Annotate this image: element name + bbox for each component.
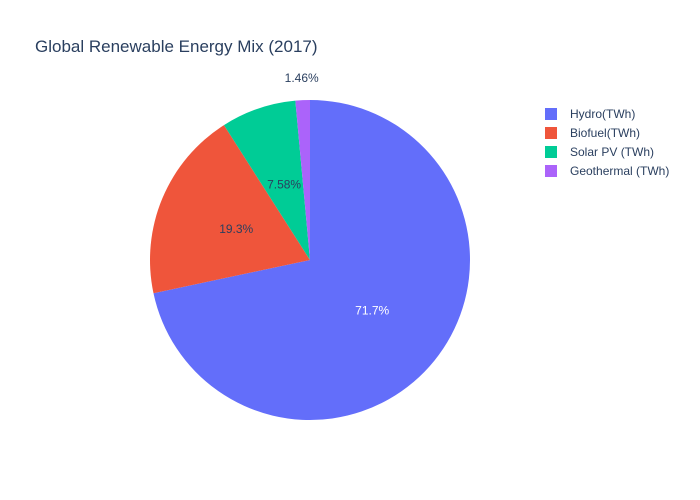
legend-label-biofuel-twh[interactable]: Biofuel(TWh) <box>570 126 640 140</box>
legend-swatch-hydro-twh[interactable] <box>545 108 557 120</box>
pie-slice-solar-pv-twh <box>223 100 310 260</box>
pie-slice-geothermal-twh <box>295 100 310 260</box>
pie-slice-label-solar-pv-twh: 7.58% <box>267 177 301 191</box>
pie-slice-biofuel-twh <box>150 125 310 294</box>
legend: Hydro(TWh) Biofuel(TWh) Solar PV (TWh) Geot… <box>545 107 669 178</box>
legend-swatch-biofuel-twh[interactable] <box>545 127 557 139</box>
pie-slice-label-hydro-twh: 71.7% <box>355 303 389 317</box>
pie-slice-label-geothermal-twh: 1.46% <box>285 71 319 85</box>
legend-label-geothermal-twh[interactable]: Geothermal (TWh) <box>570 164 669 178</box>
legend-swatch-solar-pv-twh[interactable] <box>545 146 557 158</box>
pie-slices <box>150 100 470 420</box>
legend-label-solar-pv-twh[interactable]: Solar PV (TWh) <box>570 145 654 159</box>
chart-title: Global Renewable Energy Mix (2017) <box>35 37 318 56</box>
pie-slice-hydro-twh <box>153 100 470 420</box>
legend-label-hydro-twh[interactable]: Hydro(TWh) <box>570 107 635 121</box>
legend-swatch-geothermal-twh[interactable] <box>545 165 557 177</box>
pie-slice-label-biofuel-twh: 19.3% <box>219 222 253 236</box>
pie-slice-labels: 71.7% 19.3% 7.58% 1.46% <box>219 71 389 317</box>
